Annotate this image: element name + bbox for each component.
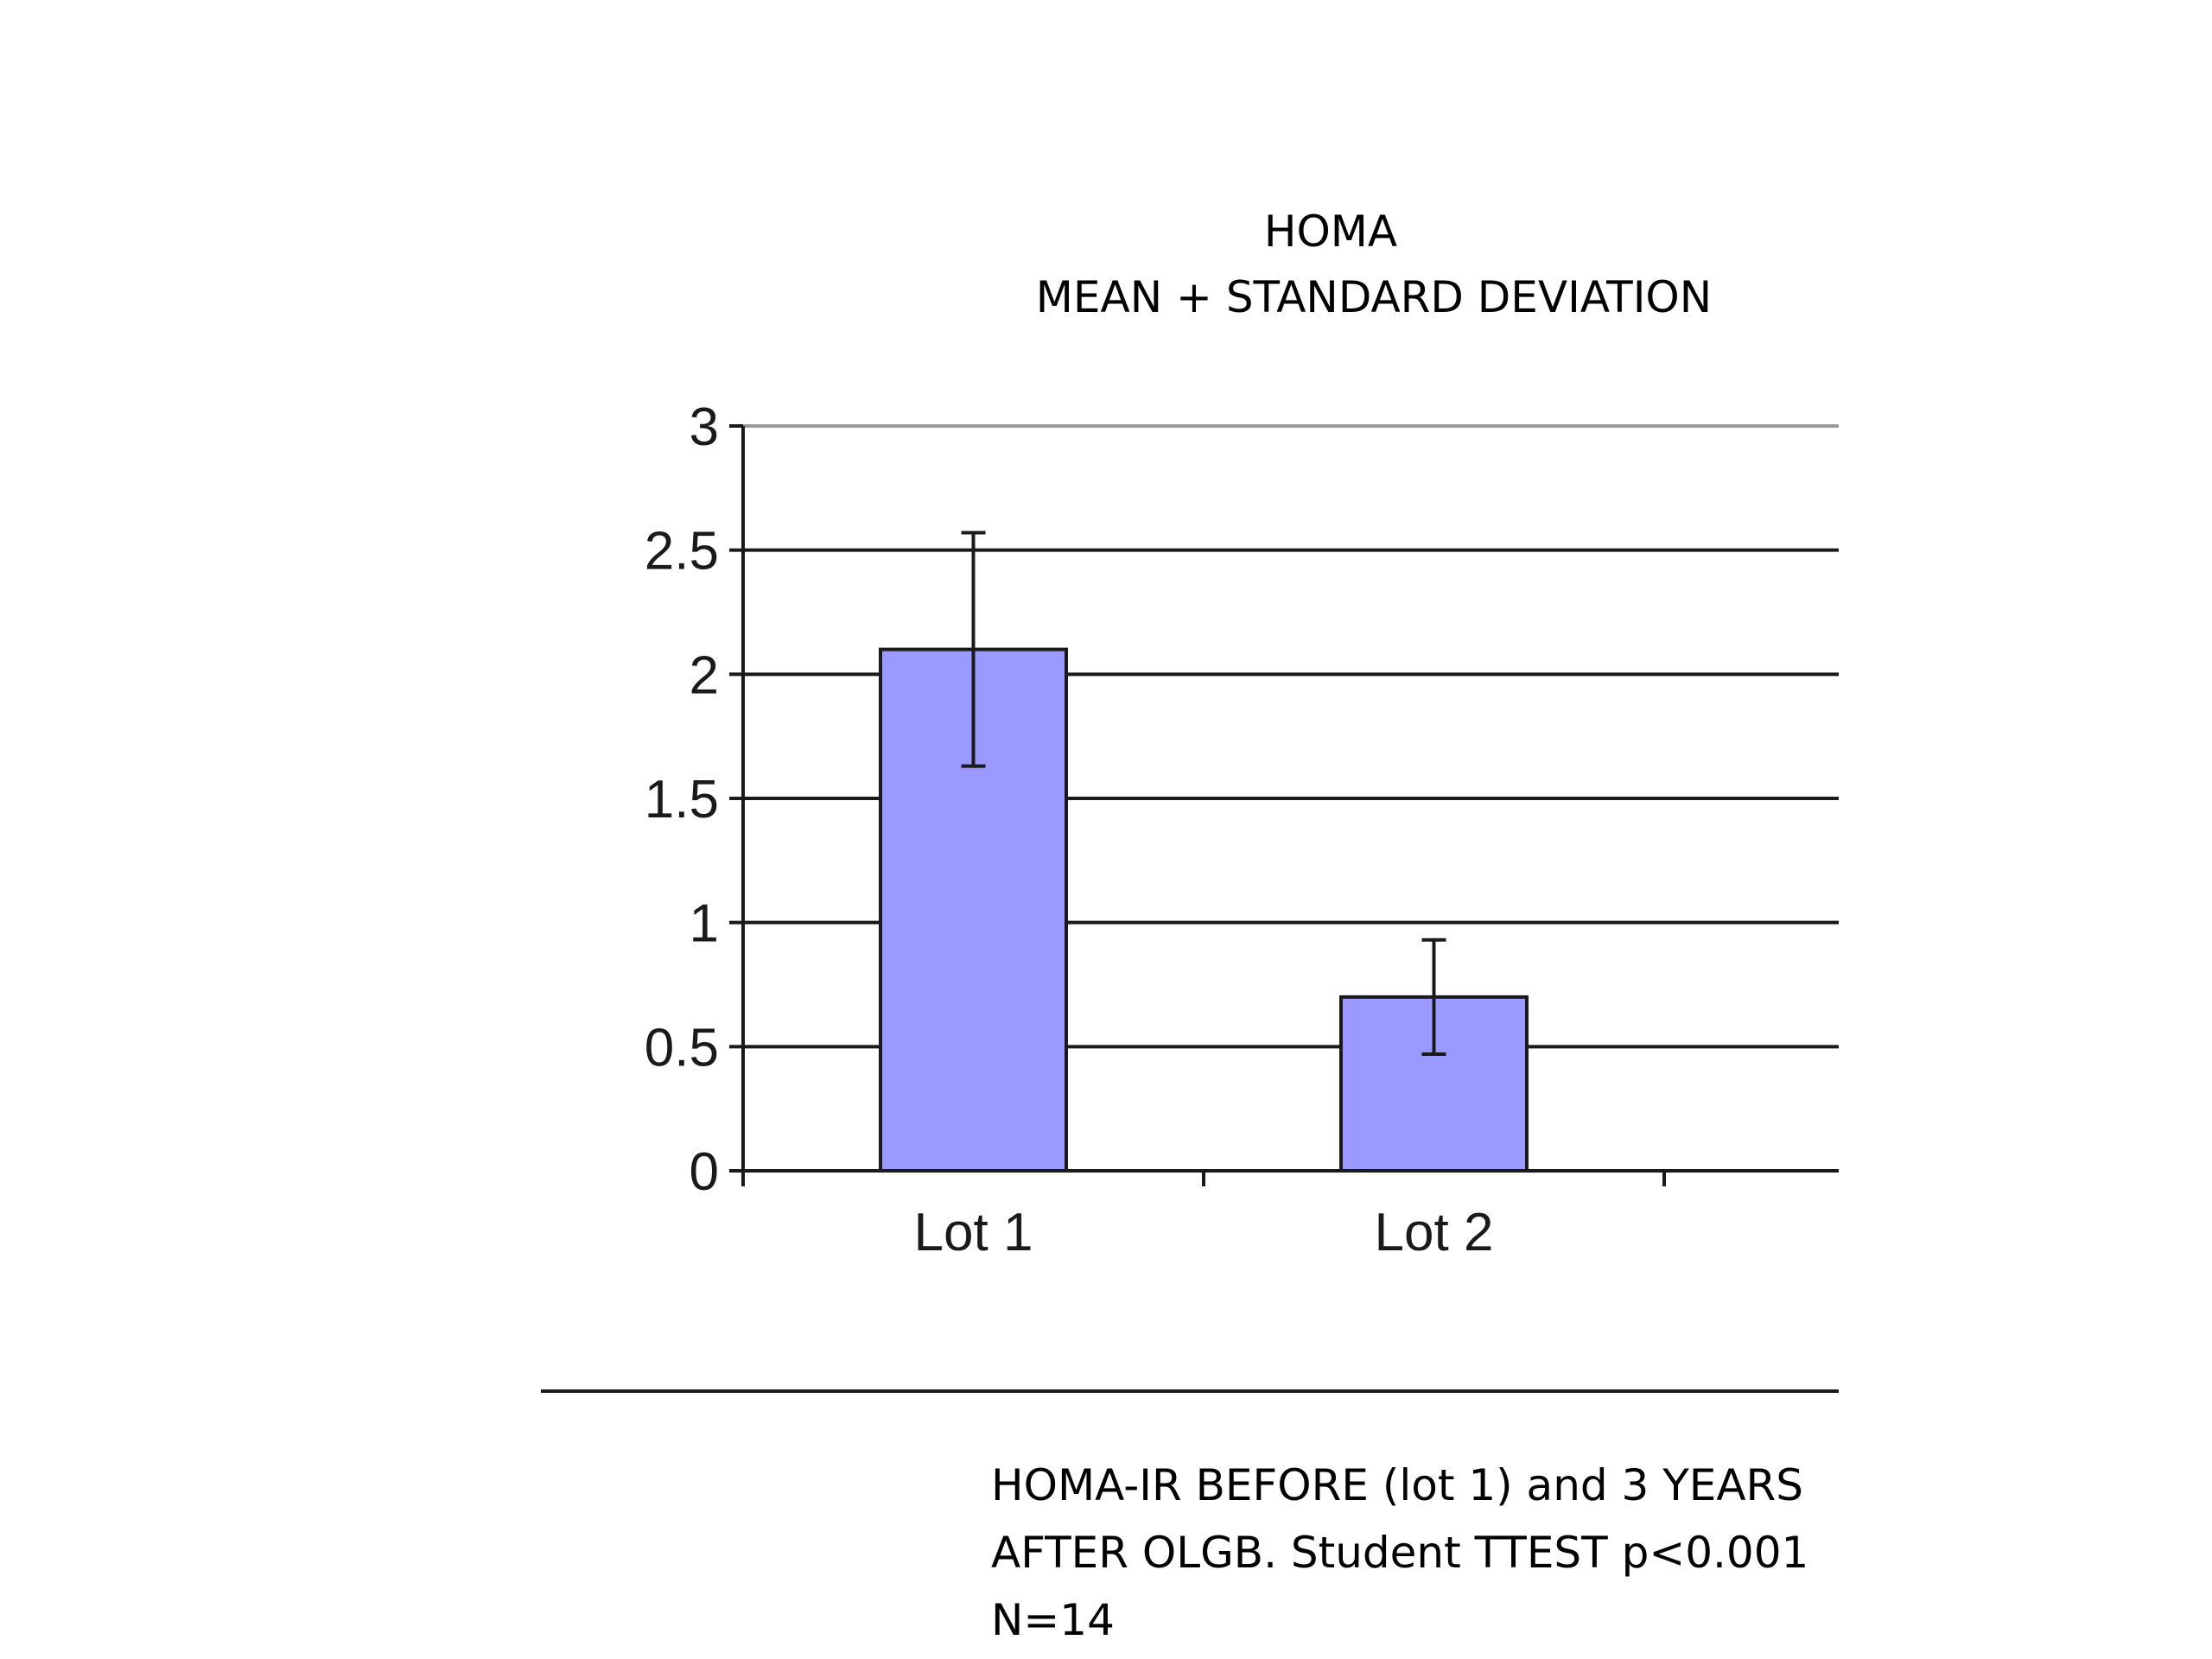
figure-caption: HOMA-IR BEFORE (lot 1) and 3 YEARS AFTER… (991, 1452, 1808, 1654)
y-tick-label: 2 (690, 645, 719, 705)
x-category-label-partial: L (1879, 1203, 1909, 1262)
y-tick-label: 1.5 (645, 770, 719, 830)
chart-title: HOMA (1263, 207, 1398, 257)
x-category-label: Lot 2 (1375, 1203, 1494, 1262)
axis-labels: 0 0.5 1 1.5 2 2.5 3 Lot 1 Lot 2 L (645, 397, 1909, 1262)
x-category-label: Lot 1 (914, 1203, 1033, 1262)
caption-line-3: N=14 (991, 1595, 1115, 1645)
y-tick-label: 2.5 (645, 522, 719, 582)
y-tick-label: 0 (690, 1142, 719, 1202)
y-tick-label: 3 (690, 397, 719, 457)
bars (879, 531, 1529, 1173)
chart-subtitle: MEAN + STANDARD DEVIATION (1035, 272, 1713, 322)
caption-line-1: HOMA-IR BEFORE (lot 1) and 3 YEARS (991, 1460, 1804, 1510)
caption-line-2: AFTER OLGB. Student TTEST p<0.001 (991, 1528, 1809, 1578)
axes (541, 424, 1839, 1393)
y-tick-label: 0.5 (645, 1018, 719, 1077)
y-tick-label: 1 (690, 894, 719, 954)
